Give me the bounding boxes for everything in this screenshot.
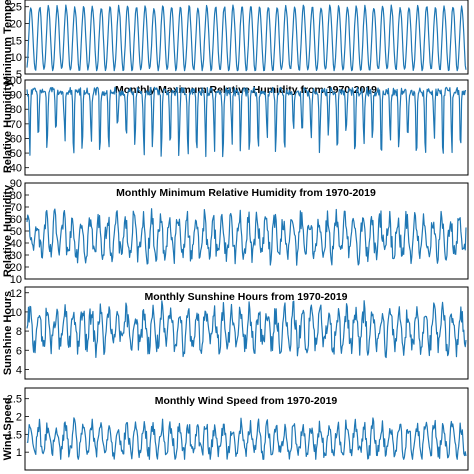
- panel-1-y-axis: 5 10 15 20 25: [10, 2, 29, 81]
- y-tick-label: 10: [10, 307, 22, 319]
- panel-wind-speed: Wind Speed Monthly Wind Speed from 1970-…: [2, 387, 469, 471]
- panel-2-y-axis: 40 50 60 70 80 90 100: [4, 75, 29, 175]
- y-tick-label: 2: [16, 412, 22, 424]
- panel-5-title: Monthly Wind Speed from 1970-2019: [155, 395, 338, 407]
- y-tick-label: 12: [10, 288, 22, 300]
- y-tick-label: 8: [16, 326, 22, 338]
- panel-5-ylabel: Wind Speed: [2, 398, 14, 461]
- y-tick-label: 60: [10, 214, 22, 226]
- y-tick-label: 1.5: [7, 429, 22, 441]
- panel-1-ylabel: Minimum Tempera: [2, 0, 14, 85]
- y-tick-label: 50: [10, 226, 22, 238]
- panel-4-series-line: [26, 300, 467, 359]
- y-tick-label: 50: [10, 148, 22, 160]
- y-tick-label: 40: [10, 238, 22, 250]
- panel-3-title: Monthly Minimum Relative Humidity from 1…: [116, 187, 376, 199]
- y-tick-label: 20: [10, 19, 22, 31]
- panel-2-ylabel: Relative Humidity: [2, 80, 14, 173]
- panel-4-frame: [24, 286, 469, 380]
- y-tick-label: 30: [10, 250, 22, 262]
- y-tick-label: 25: [10, 2, 22, 14]
- y-tick-label: 6: [16, 345, 22, 357]
- panel-1-series-line: [26, 4, 467, 72]
- y-tick-label: 10: [10, 52, 22, 64]
- panel-sunshine-hours: Sunshine Hours Monthly Sunshine Hours fr…: [2, 286, 469, 380]
- panel-3-series-line: [26, 208, 467, 266]
- panel-max-relative-humidity: Relative Humidity Monthly Maximum Relati…: [2, 75, 469, 176]
- y-tick-label: 90: [10, 178, 22, 190]
- y-tick-label: 80: [10, 104, 22, 116]
- panel-minimum-temperature: Minimum Tempera 5 10 15 20 25: [2, 0, 469, 85]
- y-tick-label: 80: [10, 190, 22, 202]
- y-tick-label: 4: [16, 364, 22, 376]
- y-tick-label: 20: [10, 262, 22, 274]
- panel-4-y-axis: 4 6 8 10 12: [10, 288, 29, 376]
- y-tick-label: 70: [10, 202, 22, 214]
- y-tick-label: 5: [16, 69, 22, 81]
- y-tick-label: 60: [10, 133, 22, 145]
- y-tick-label: 1: [16, 447, 22, 459]
- y-tick-label: 70: [10, 119, 22, 131]
- y-tick-label: 15: [10, 35, 22, 47]
- panel-4-ylabel: Sunshine Hours: [2, 291, 14, 375]
- panel-2-frame: [24, 79, 469, 176]
- y-tick-label: 100: [4, 75, 22, 87]
- panel-2-series-line: [26, 86, 467, 158]
- panel-5-y-axis: 1 1.5 2 2.5: [7, 394, 29, 459]
- panel-5-frame: [24, 387, 469, 471]
- y-tick-label: 40: [10, 163, 22, 175]
- panel-5-series-line: [26, 417, 467, 460]
- panel-1-frame: [24, 0, 469, 75]
- panel-3-ylabel: Relative Humidity: [2, 184, 14, 277]
- y-tick-label: 2.5: [7, 394, 22, 406]
- panel-4-title: Monthly Sunshine Hours from 1970-2019: [144, 291, 347, 303]
- panel-min-relative-humidity: Relative Humidity Monthly Minimum Relati…: [2, 178, 469, 286]
- y-tick-label: 10: [10, 274, 22, 286]
- y-tick-label: 90: [10, 90, 22, 102]
